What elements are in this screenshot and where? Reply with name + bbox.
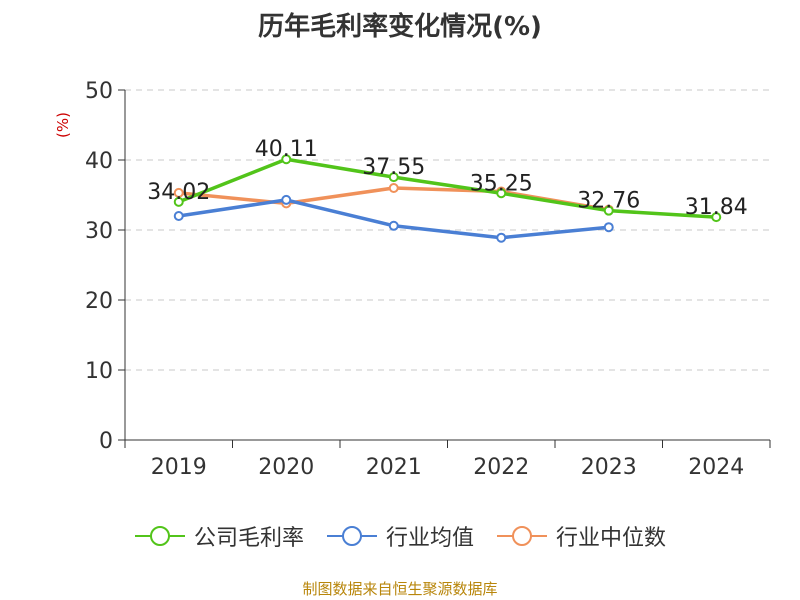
- data-point: [603, 222, 614, 233]
- data-point: [173, 196, 184, 207]
- legend-marker-icon: [326, 526, 377, 546]
- x-tick-label: 2021: [366, 455, 422, 480]
- data-point: [603, 205, 614, 216]
- data-label: 32.76: [577, 189, 640, 214]
- data-point: [281, 194, 292, 205]
- y-tick-label: 0: [99, 429, 113, 454]
- y-tick-label: 40: [85, 149, 113, 174]
- data-point: [711, 212, 722, 223]
- x-tick-label: 2022: [473, 455, 529, 480]
- legend-label: 行业中位数: [556, 526, 667, 551]
- x-tick-label: 2019: [151, 455, 207, 480]
- y-tick-label: 30: [85, 219, 113, 244]
- y-tick-label: 20: [85, 289, 113, 314]
- data-point: [281, 154, 292, 165]
- data-point: [173, 211, 184, 221]
- data-label: 31.84: [685, 195, 748, 220]
- x-tick-label: 2020: [258, 455, 314, 480]
- data-label: 40.11: [255, 137, 318, 162]
- legend-item[interactable]: 行业均值: [326, 520, 474, 552]
- y-axis-label: (%): [54, 112, 72, 138]
- legend-label: 公司毛利率: [193, 526, 304, 551]
- data-label: 35.25: [470, 171, 533, 196]
- chart-title: 历年毛利率变化情况(%): [258, 12, 542, 42]
- data-point: [388, 172, 399, 183]
- source-note: 制图数据来自恒生聚源数据库: [302, 580, 498, 598]
- chart-legend: 公司毛利率 行业均值 行业中位数: [0, 520, 800, 552]
- series-line: [178, 198, 609, 240]
- y-tick-label: 10: [85, 359, 113, 384]
- data-point: [496, 188, 507, 199]
- data-point: [388, 183, 399, 193]
- data-label: 37.55: [362, 155, 425, 180]
- data-point: [496, 232, 507, 243]
- y-tick-label: 50: [85, 79, 113, 104]
- x-tick-label: 2023: [581, 455, 637, 480]
- data-point: [388, 220, 399, 231]
- data-label: 34.02: [147, 180, 210, 205]
- series-line: [178, 157, 717, 219]
- legend-item[interactable]: 行业中位数: [496, 520, 666, 552]
- x-tick-label: 2024: [688, 455, 744, 480]
- legend-label: 行业均值: [385, 526, 474, 551]
- legend-marker-icon: [134, 526, 185, 546]
- legend-item[interactable]: 公司毛利率: [134, 520, 304, 552]
- legend-marker-icon: [497, 526, 547, 546]
